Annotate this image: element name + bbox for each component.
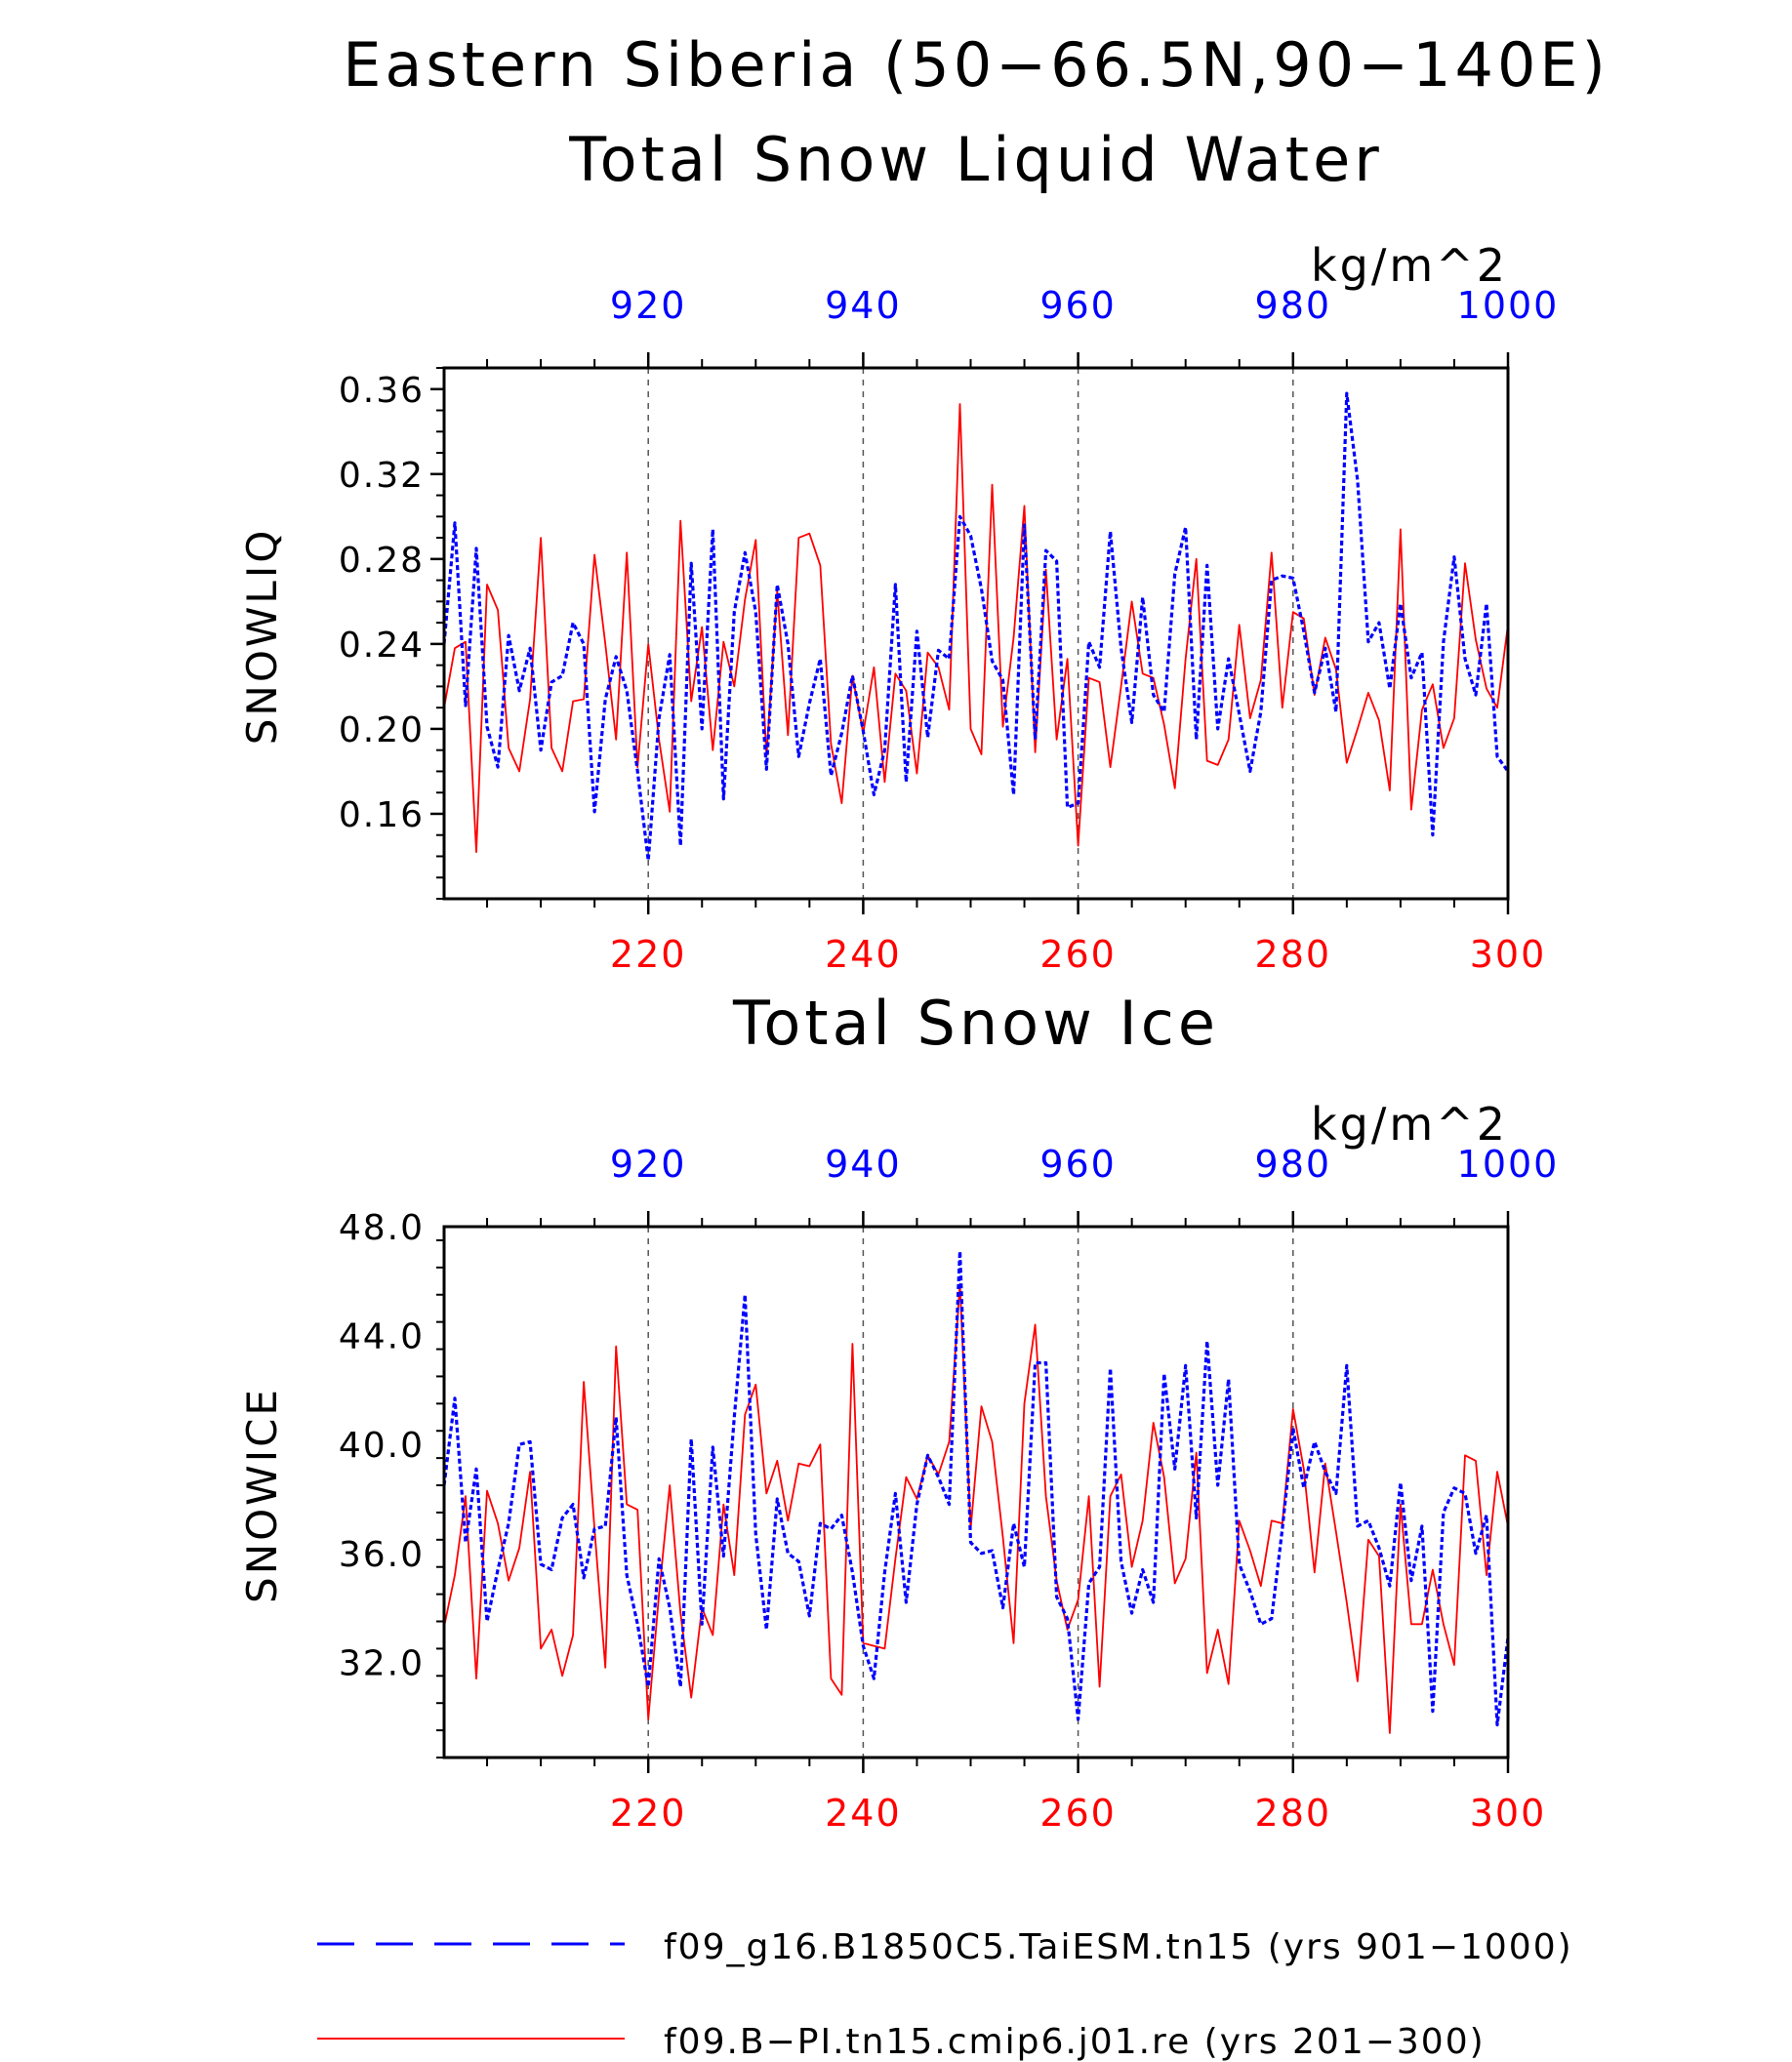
panel1-frame — [442, 366, 1510, 901]
panel1-ticks — [430, 352, 1510, 914]
panel1-title: Total Snow Liquid Water — [568, 124, 1383, 195]
legend-label-cmip6: f09.B−PI.tn15.cmip6.j01.re (yrs 201−300) — [664, 2022, 1486, 2062]
y-tick-label: 0.16 — [339, 795, 425, 835]
series-line-taiesm — [442, 1249, 1510, 1727]
figure-title-line1: Eastern Siberia (50−66.5N,90−140E) — [343, 29, 1609, 101]
x-bottom-tick-label: 260 — [1039, 1792, 1117, 1835]
legend-label-taiesm: f09_g16.B1850C5.TaiESM.tn15 (yrs 901−100… — [664, 1927, 1573, 1967]
panel1-top-tick-labels: 920 940 960 980 1000 — [610, 284, 1560, 327]
y-tick-label: 0.20 — [339, 710, 425, 750]
y-tick-label: 0.24 — [339, 626, 425, 666]
y-tick-label: 0.36 — [339, 371, 425, 411]
panel2-units: kg/m^2 — [1311, 1098, 1508, 1151]
x-bottom-tick-label: 280 — [1255, 1792, 1332, 1835]
x-top-tick-label: 960 — [1039, 1143, 1117, 1186]
y-tick-label: 44.0 — [339, 1317, 425, 1357]
y-tick-label: 0.32 — [339, 456, 425, 496]
panel1-grid — [647, 368, 1294, 899]
x-top-tick-label: 920 — [610, 1143, 687, 1186]
x-bottom-tick-label: 240 — [825, 1792, 902, 1835]
x-top-tick-label: 1000 — [1457, 284, 1560, 327]
panel2-bottom-tick-labels: 220 240 260 280 300 — [610, 1792, 1547, 1835]
y-tick-label: 40.0 — [339, 1426, 425, 1466]
y-tick-label: 0.28 — [339, 541, 425, 581]
y-tick-label: 32.0 — [339, 1643, 425, 1683]
y-tick-label: 48.0 — [339, 1208, 425, 1248]
x-bottom-tick-label: 260 — [1039, 933, 1117, 976]
panel1-bottom-tick-labels: 220 240 260 280 300 — [610, 933, 1547, 976]
x-bottom-tick-label: 280 — [1255, 933, 1332, 976]
series-line-cmip6 — [443, 403, 1509, 853]
panel1-units: kg/m^2 — [1311, 239, 1508, 292]
y-tick-label: 36.0 — [339, 1535, 425, 1575]
x-bottom-tick-label: 220 — [610, 933, 687, 976]
panel2-y-tick-labels: 32.0 36.0 40.0 44.0 48.0 — [339, 1208, 425, 1683]
panel-snowliq: kg/m^2 SNOWLIQ 0.160.200.240.280.320.36 … — [238, 239, 1560, 976]
panel2-title: Total Snow Ice — [732, 988, 1219, 1059]
x-bottom-tick-label: 300 — [1470, 933, 1547, 976]
x-top-tick-label: 920 — [610, 284, 687, 327]
panel2-series — [442, 1249, 1510, 1734]
x-top-tick-label: 1000 — [1457, 1143, 1560, 1186]
panel1-ylabel: SNOWLIQ — [238, 528, 286, 746]
panel2-frame — [442, 1225, 1510, 1759]
x-bottom-tick-label: 300 — [1470, 1792, 1547, 1835]
panel2-top-tick-labels: 920 940 960 980 1000 — [610, 1143, 1560, 1186]
legend: f09_g16.B1850C5.TaiESM.tn15 (yrs 901−100… — [317, 1927, 1573, 2062]
x-top-tick-label: 940 — [825, 1143, 902, 1186]
x-bottom-tick-label: 240 — [825, 933, 902, 976]
panel2-ylabel: SNOWICE — [238, 1387, 286, 1603]
x-top-tick-label: 940 — [825, 284, 902, 327]
panel-snowice: kg/m^2 SNOWICE 32.036.040.044.048.0 220 2… — [238, 1098, 1560, 1835]
x-top-tick-label: 980 — [1255, 284, 1332, 327]
x-top-tick-label: 980 — [1255, 1143, 1332, 1186]
series-line-cmip6 — [443, 1282, 1509, 1734]
panel2-ticks — [436, 1211, 1510, 1773]
series-line-taiesm — [442, 391, 1510, 863]
panel1-series — [442, 391, 1510, 863]
x-top-tick-label: 960 — [1039, 284, 1117, 327]
panel1-y-tick-labels: 0.16 0.20 0.24 0.28 0.32 0.36 — [339, 371, 425, 835]
x-bottom-tick-label: 220 — [610, 1792, 687, 1835]
